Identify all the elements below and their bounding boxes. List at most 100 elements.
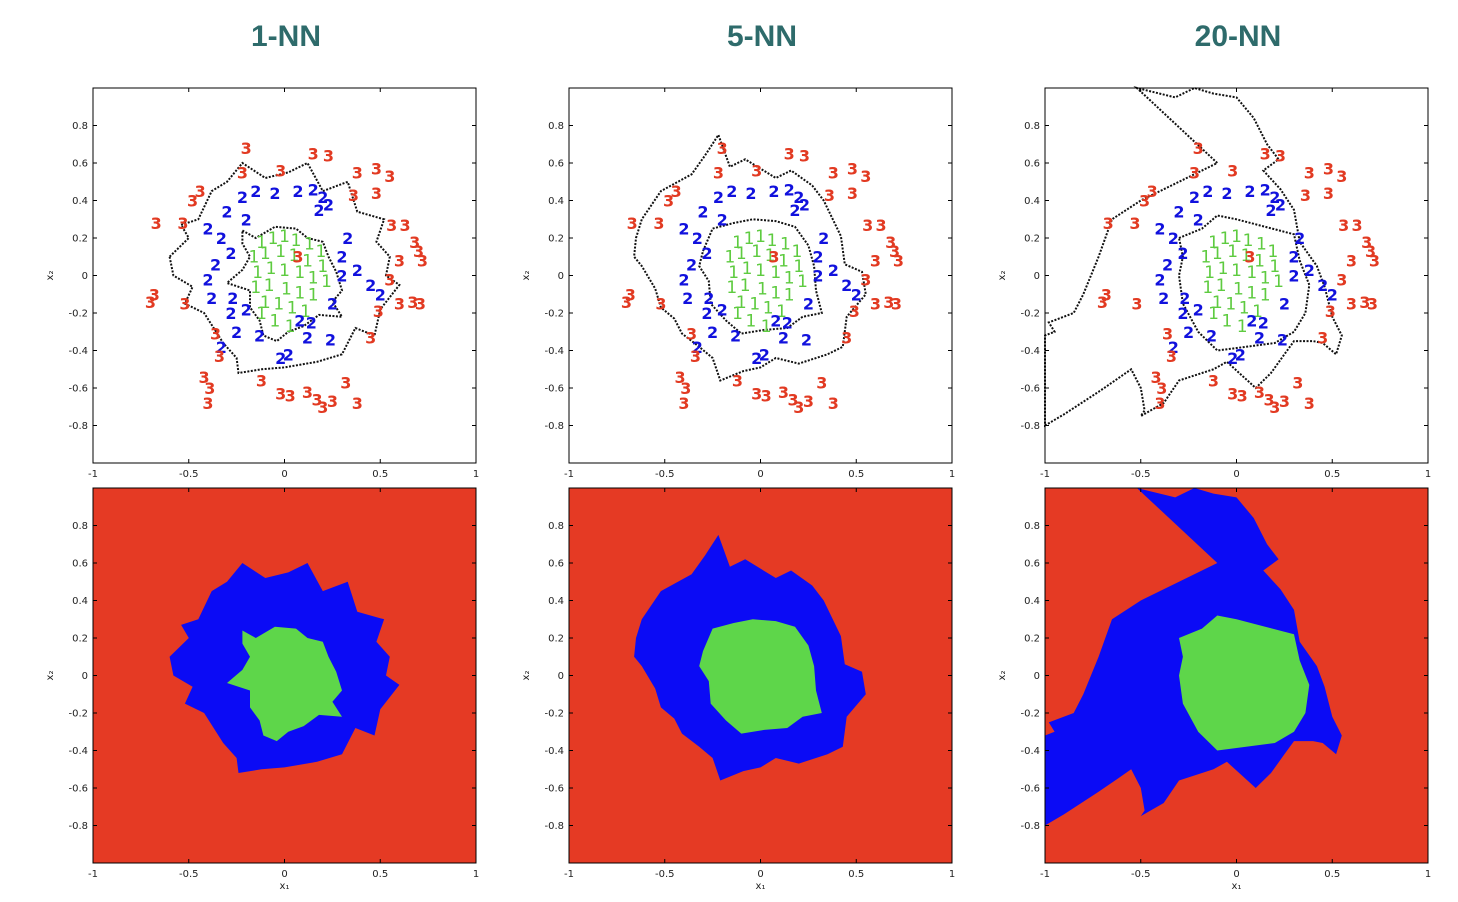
sample-point-class-2: 2 bbox=[323, 195, 334, 214]
y-tick-label: 0.4 bbox=[1024, 596, 1040, 607]
sample-point-class-3: 3 bbox=[778, 383, 789, 402]
sample-point-class-3: 3 bbox=[1208, 372, 1219, 391]
sample-point-class-2: 2 bbox=[325, 330, 336, 349]
sample-point-class-3: 3 bbox=[352, 163, 363, 182]
sample-point-class-1: 1 bbox=[765, 246, 776, 266]
sample-point-class-3: 3 bbox=[373, 302, 384, 321]
sample-point-class-1: 1 bbox=[784, 285, 795, 305]
sample-point-class-3: 3 bbox=[1325, 302, 1336, 321]
sample-point-class-1: 1 bbox=[1273, 272, 1284, 292]
sample-point-class-3: 3 bbox=[340, 373, 351, 392]
sample-point-class-2: 2 bbox=[717, 300, 728, 319]
sample-point-class-3: 3 bbox=[885, 233, 896, 252]
sample-point-class-1: 1 bbox=[1243, 231, 1254, 251]
y-tick-label: -0.2 bbox=[1020, 709, 1040, 720]
y-tick-label: 0.4 bbox=[1024, 196, 1040, 207]
sample-point-class-3: 3 bbox=[1237, 387, 1248, 406]
sample-point-class-3: 3 bbox=[1162, 325, 1173, 344]
sample-point-class-1: 1 bbox=[1208, 304, 1219, 324]
y-tick-label: -0.4 bbox=[68, 746, 88, 757]
sample-point-class-3: 3 bbox=[663, 192, 674, 211]
sample-point-class-2: 2 bbox=[793, 188, 804, 207]
title-20nn: 20-NN bbox=[1194, 20, 1282, 53]
sample-point-class-3: 3 bbox=[860, 270, 871, 289]
sample-point-class-3: 3 bbox=[187, 192, 198, 211]
boundary-outer bbox=[168, 161, 401, 375]
y-tick-label: -0.6 bbox=[1020, 384, 1040, 395]
sample-point-class-3: 3 bbox=[1189, 163, 1200, 182]
sample-point-class-3: 3 bbox=[751, 385, 762, 404]
chart-5nn-samples: 1 1 1 1 1 11 1 1 1 1 11 1 1 1 1 11 1 1 1 11 1 1 11 112 222 2 2 2 222… bbox=[521, 87, 955, 480]
y-tick-label: -0.2 bbox=[68, 309, 88, 320]
sample-point-class-3: 3 bbox=[199, 368, 210, 387]
y-tick-label: -0.8 bbox=[1020, 421, 1040, 432]
sample-point-class-3: 3 bbox=[348, 186, 359, 205]
sample-point-class-1: 1 bbox=[1231, 227, 1242, 247]
x-tick-label: -1 bbox=[88, 469, 98, 480]
sample-point-class-2: 2 bbox=[1235, 345, 1246, 364]
sample-point-class-2: 2 bbox=[701, 304, 712, 323]
sample-point-class-2: 2 bbox=[365, 276, 376, 295]
sample-point-class-3: 3 bbox=[1336, 270, 1347, 289]
sample-point-class-2: 2 bbox=[812, 267, 823, 286]
sample-point-class-3: 3 bbox=[195, 182, 206, 201]
sample-point-class-2: 2 bbox=[1275, 195, 1286, 214]
boundary-inner bbox=[1177, 214, 1311, 352]
sample-point-class-1: 1 bbox=[1220, 229, 1231, 249]
sample-point-class-1: 1 bbox=[745, 312, 756, 332]
sample-point-class-1: 1 bbox=[250, 278, 261, 298]
sample-point-class-2: 2 bbox=[717, 210, 728, 229]
sample-point-class-3: 3 bbox=[417, 252, 428, 271]
sample-point-class-2: 2 bbox=[221, 203, 232, 222]
sample-point-class-1: 1 bbox=[763, 298, 774, 318]
sample-point-class-2: 2 bbox=[1227, 349, 1238, 368]
chart-5nn-regions: -1 -0.5 0 0.5 1 0.8 0.6 0.4 0.2 0 -0.2 -0.4 -0.6 -0.8… bbox=[521, 487, 955, 892]
sample-point-class-3: 3 bbox=[400, 216, 411, 235]
sample-point-class-3: 3 bbox=[371, 160, 382, 179]
sample-point-class-3: 3 bbox=[860, 167, 871, 186]
sample-point-class-1: 1 bbox=[793, 257, 804, 277]
sample-point-class-3: 3 bbox=[371, 184, 382, 203]
y-tick-label: 0.8 bbox=[1024, 121, 1040, 132]
sample-point-class-2: 2 bbox=[1177, 244, 1188, 263]
sample-point-class-2: 2 bbox=[202, 220, 213, 239]
y-tick-label: 0.6 bbox=[548, 559, 564, 570]
sample-point-class-1: 1 bbox=[1225, 295, 1236, 315]
sample-point-class-3: 3 bbox=[828, 163, 839, 182]
x-tick-label: -1 bbox=[564, 869, 574, 880]
sample-point-class-1: 1 bbox=[275, 242, 286, 262]
sample-point-class-1: 1 bbox=[1260, 268, 1271, 288]
sample-point-class-2: 2 bbox=[745, 184, 756, 203]
sample-point-class-1: 1 bbox=[1204, 263, 1215, 283]
sample-point-class-2: 2 bbox=[1173, 203, 1184, 222]
sample-point-class-1: 1 bbox=[1233, 280, 1244, 300]
y-tick-label: 0 bbox=[1034, 671, 1040, 682]
sample-point-class-2: 2 bbox=[1269, 188, 1280, 207]
sample-point-class-3: 3 bbox=[256, 372, 267, 391]
sample-point-class-2: 2 bbox=[1193, 300, 1204, 319]
sample-point-class-1: 1 bbox=[248, 248, 259, 268]
sample-point-class-1: 1 bbox=[252, 263, 263, 283]
plot-area bbox=[1045, 88, 1428, 463]
sample-point-class-2: 2 bbox=[751, 349, 762, 368]
sample-point-class-2: 2 bbox=[713, 188, 724, 207]
y-tick-label: 0 bbox=[82, 671, 88, 682]
sample-point-class-1: 1 bbox=[757, 280, 768, 300]
x-tick-label: -0.5 bbox=[1131, 869, 1151, 880]
y-tick-label: 0 bbox=[558, 671, 564, 682]
x-tick-label: -0.5 bbox=[179, 869, 199, 880]
sample-point-class-1: 1 bbox=[1200, 248, 1211, 268]
y-tick-label: 0.6 bbox=[72, 559, 88, 570]
x-tick-label: -0.5 bbox=[655, 469, 675, 480]
sample-point-class-3: 3 bbox=[1227, 385, 1238, 404]
sample-point-class-2: 2 bbox=[1168, 229, 1179, 248]
sample-point-class-2: 2 bbox=[202, 270, 213, 289]
sample-point-class-2: 2 bbox=[302, 328, 313, 347]
sample-point-class-1: 1 bbox=[260, 293, 271, 313]
boundary-outer bbox=[1044, 86, 1343, 428]
sample-point-class-2: 2 bbox=[250, 182, 261, 201]
y-tick-label: -0.6 bbox=[68, 384, 88, 395]
y-tick-label: -0.8 bbox=[68, 421, 88, 432]
y-tick-label: 0.8 bbox=[72, 521, 88, 532]
sample-point-class-2: 2 bbox=[1260, 180, 1271, 199]
